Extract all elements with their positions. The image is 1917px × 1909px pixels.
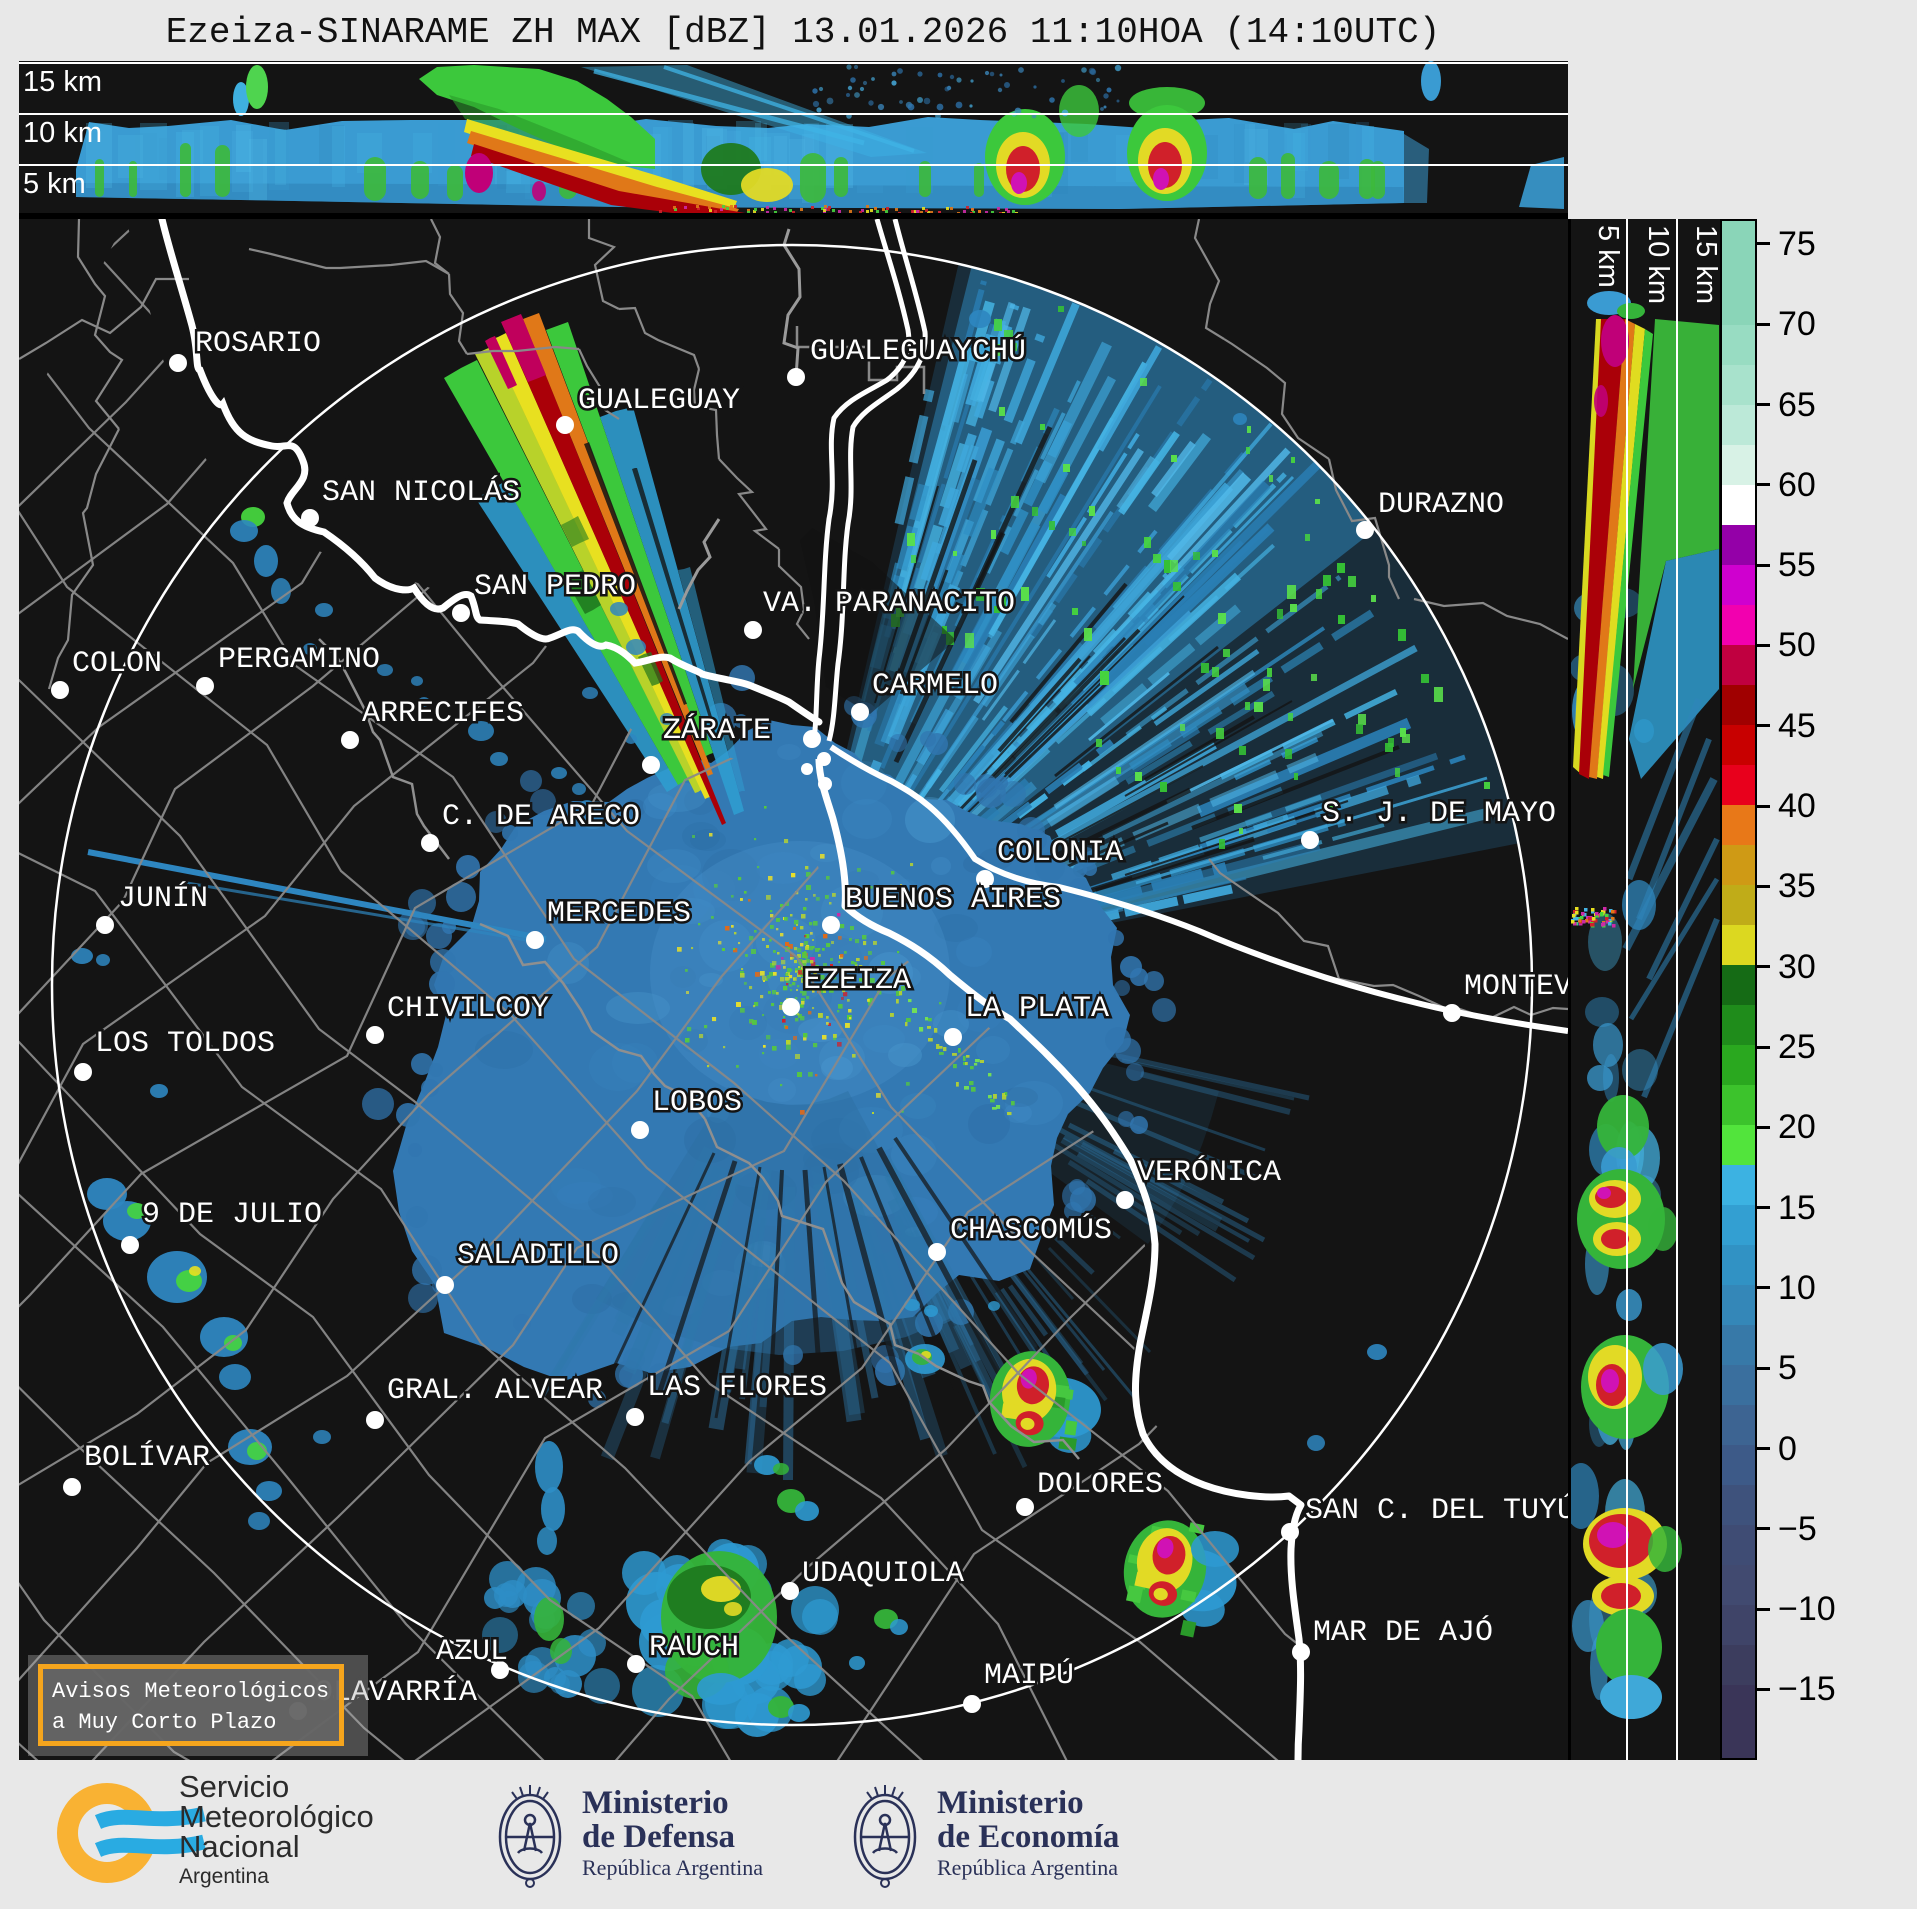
svg-text:SAN PEDRO: SAN PEDRO [474,570,636,604]
svg-text:ROSARIO: ROSARIO [195,327,321,361]
svg-text:9 DE JULIO: 9 DE JULIO [142,1198,322,1232]
svg-text:LOBOS: LOBOS [652,1086,742,1120]
svg-text:COLON: COLON [72,647,162,681]
svg-text:CHASCOMÚS: CHASCOMÚS [950,1213,1112,1248]
svg-text:GUALEGUAY: GUALEGUAY [578,384,740,418]
svg-text:10 km: 10 km [23,117,102,149]
svg-text:S. J. DE MAYO: S. J. DE MAYO [1322,797,1556,831]
svg-text:5 km: 5 km [1592,225,1624,288]
svg-text:República Argentina: República Argentina [582,1855,763,1880]
svg-text:SALADILLO: SALADILLO [457,1239,619,1273]
svg-text:C. DE ARECO: C. DE ARECO [442,800,640,834]
svg-text:RAUCH: RAUCH [649,1631,739,1665]
svg-text:ARRECIFES: ARRECIFES [362,697,524,731]
svg-text:JUNÍN: JUNÍN [118,881,208,916]
svg-text:Meteorológico: Meteorológico [179,1799,374,1834]
svg-text:15 km: 15 km [23,66,102,98]
svg-text:Nacional: Nacional [179,1829,300,1864]
svg-text:ZÁRATE: ZÁRATE [663,713,771,748]
svg-text:MAR DE AJÓ: MAR DE AJÓ [1313,1615,1493,1650]
svg-text:15 km: 15 km [1690,225,1720,304]
svg-text:de Defensa: de Defensa [582,1819,735,1855]
svg-text:LOS TOLDOS: LOS TOLDOS [95,1027,275,1061]
svg-text:DOLORES: DOLORES [1037,1468,1163,1502]
svg-text:CHIVILCOY: CHIVILCOY [387,992,549,1026]
svg-text:de Economía: de Economía [937,1819,1119,1855]
svg-text:Ministerio: Ministerio [937,1785,1084,1821]
svg-text:5 km: 5 km [23,168,86,200]
svg-text:Argentina: Argentina [179,1865,269,1888]
svg-text:AZUL: AZUL [436,1635,508,1669]
svg-text:LA PLATA: LA PLATA [965,992,1109,1026]
svg-text:GUALEGUAYCHÚ: GUALEGUAYCHÚ [810,334,1026,369]
svg-text:LAS FLORES: LAS FLORES [647,1371,827,1405]
svg-text:MAIPÚ: MAIPÚ [984,1658,1074,1693]
svg-text:VERÓNICA: VERÓNICA [1137,1155,1281,1190]
svg-text:República Argentina: República Argentina [937,1855,1118,1880]
svg-text:Servicio: Servicio [179,1769,289,1804]
svg-text:VA. PARANACITO: VA. PARANACITO [763,587,1015,621]
svg-text:PERGAMINO: PERGAMINO [218,643,380,677]
svg-text:SAN C. DEL TUYÚ: SAN C. DEL TUYÚ [1305,1493,1568,1528]
svg-text:Ministerio: Ministerio [582,1785,729,1821]
svg-text:SAN NICOLÁS: SAN NICOLÁS [322,475,520,510]
svg-text:MONTEVIDEO: MONTEVIDEO [1464,970,1568,1004]
svg-text:COLONIA: COLONIA [997,836,1123,870]
svg-text:EZEIZA: EZEIZA [803,964,911,998]
svg-text:GRAL. ALVEAR: GRAL. ALVEAR [387,1374,603,1408]
svg-text:MERCEDES: MERCEDES [547,897,691,931]
svg-text:CARMELO: CARMELO [872,669,998,703]
svg-text:UDAQUIOLA: UDAQUIOLA [802,1557,964,1591]
svg-text:BUENOS AIRES: BUENOS AIRES [845,883,1061,917]
svg-text:10 km: 10 km [1642,225,1674,304]
svg-text:DURAZNO: DURAZNO [1378,488,1504,522]
svg-text:BOLÍVAR: BOLÍVAR [84,1440,210,1475]
